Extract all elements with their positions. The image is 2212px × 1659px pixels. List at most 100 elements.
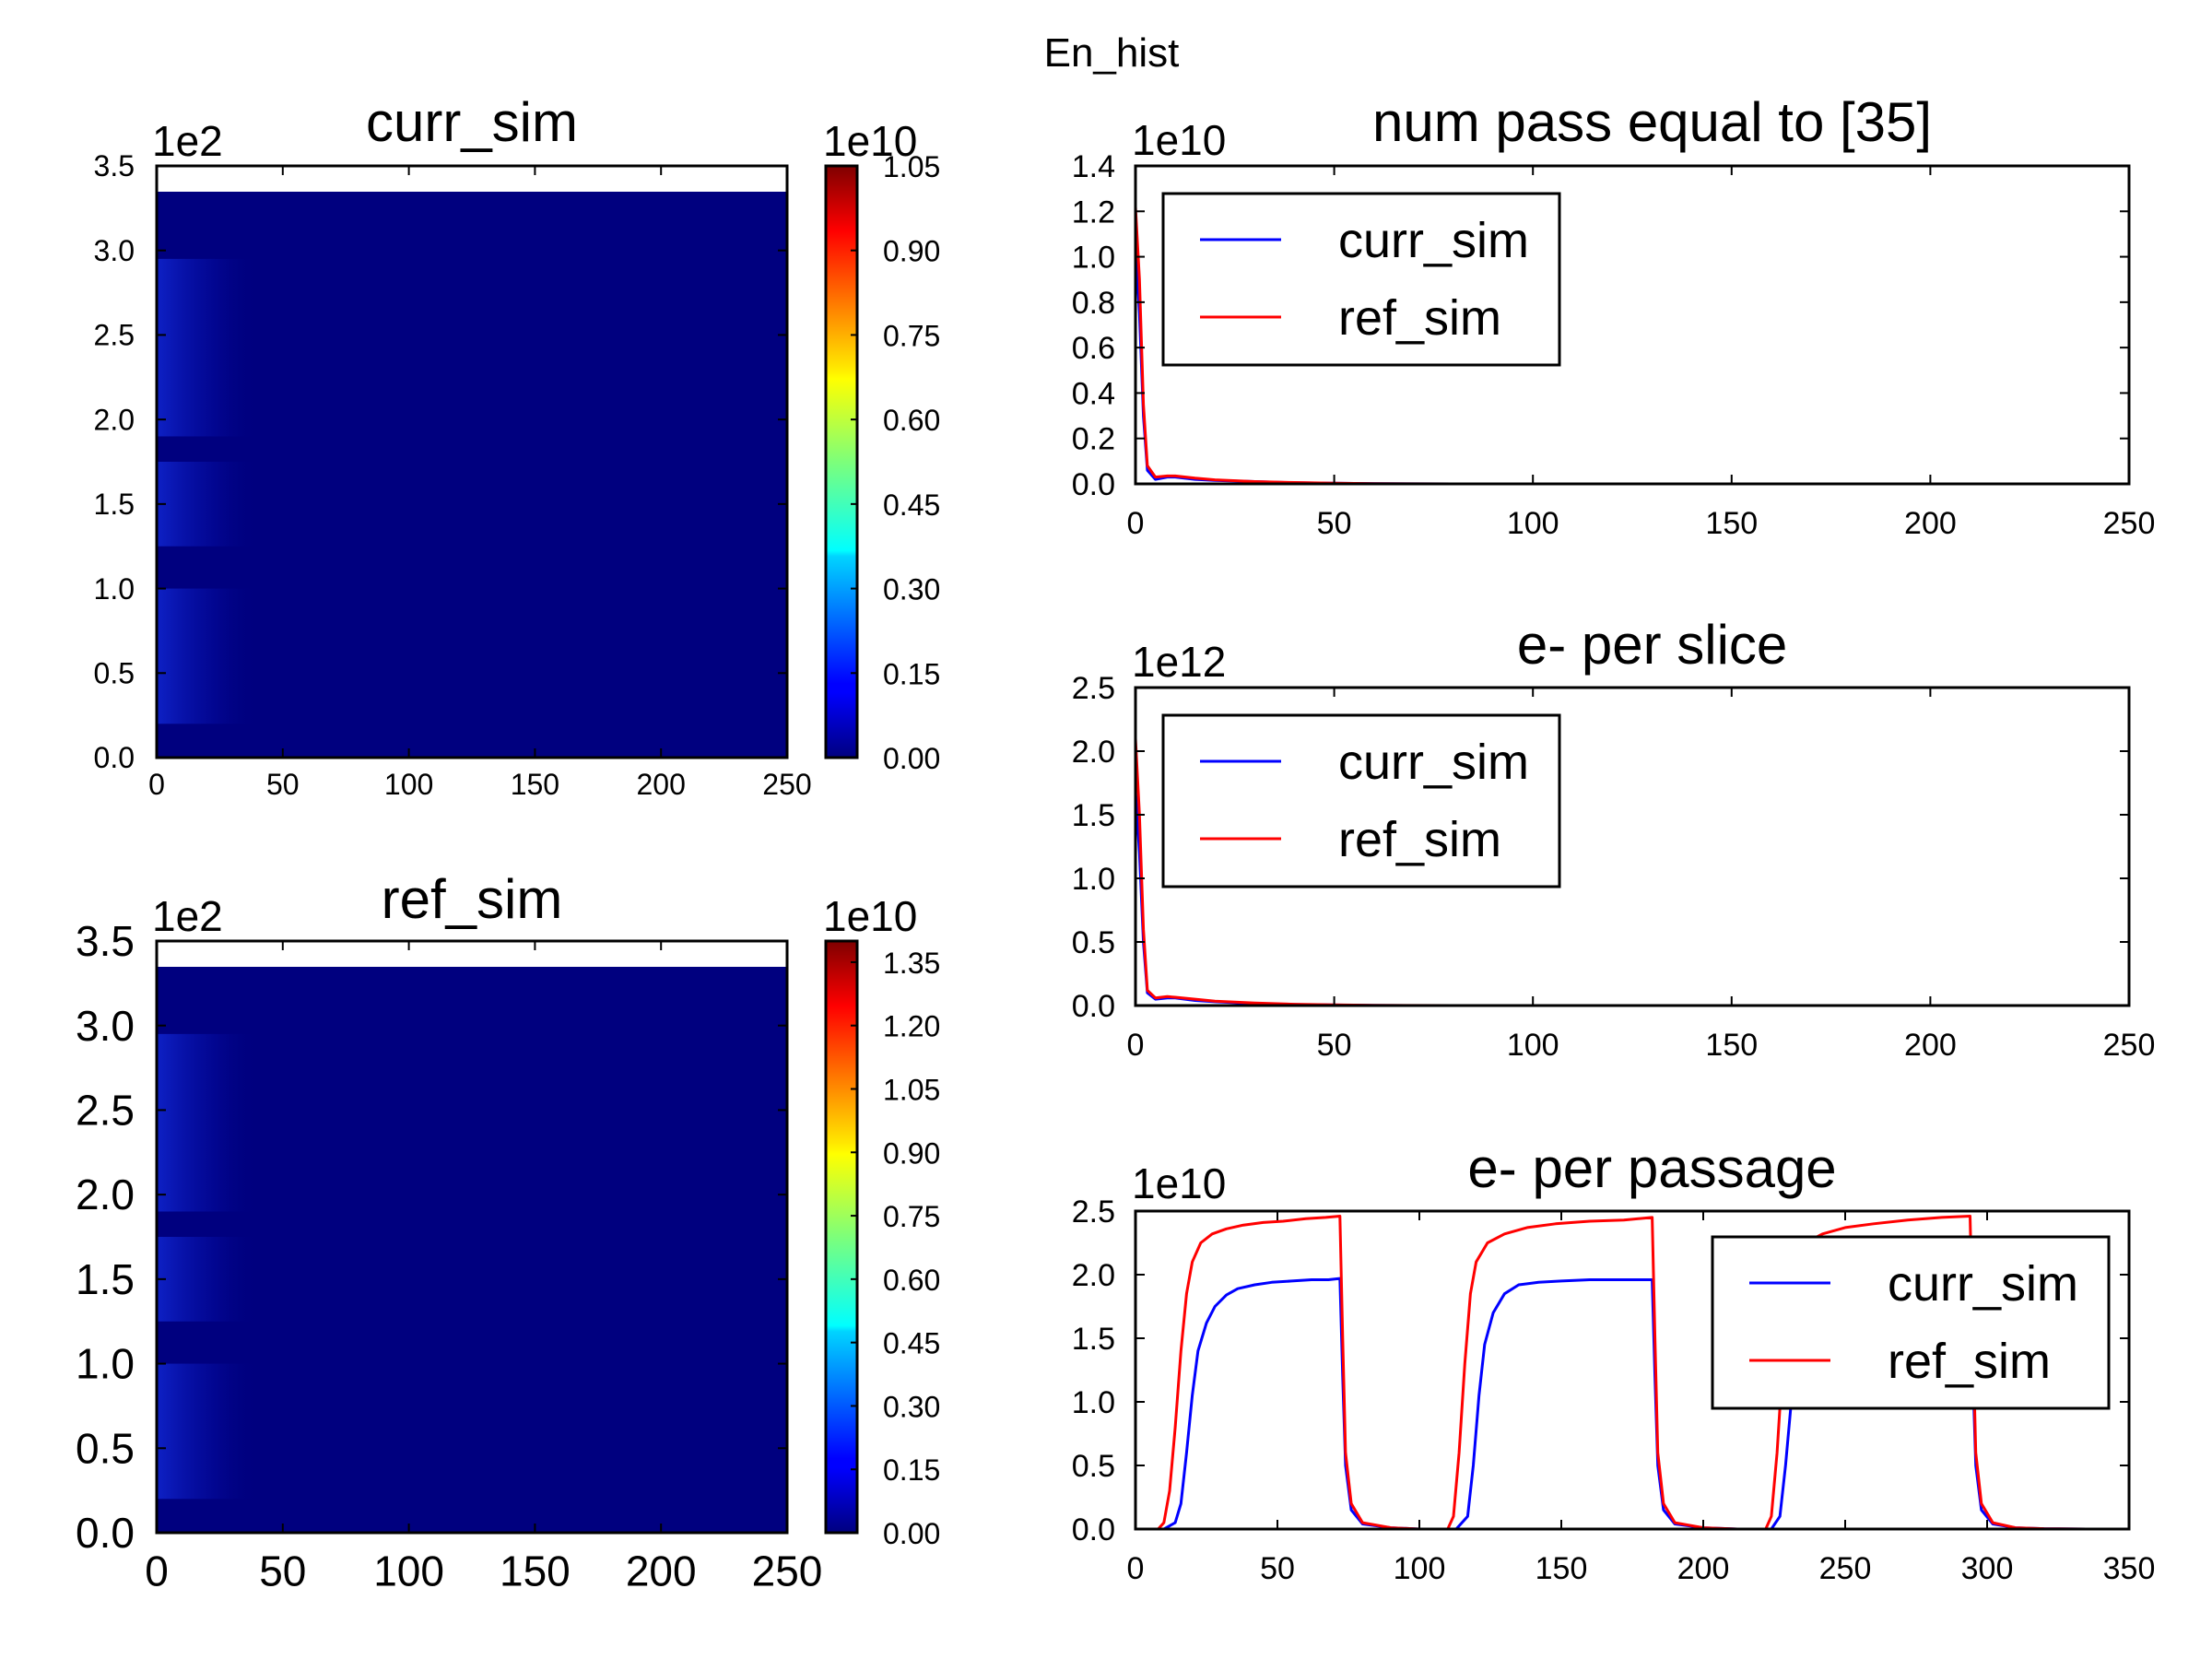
x-tick-label: 0 [1127,1551,1145,1586]
y-tick-label: 1.0 [1072,862,1115,897]
x-tick-label: 250 [752,1547,823,1595]
plot-frame [1134,686,2131,1007]
x-tick-label: 0 [148,768,165,801]
y-axis-ticks: 0.0 0.5 1.0 1.5 2.0 2.5 3.0 3.5 [76,917,787,1557]
x-tick-label: 50 [1317,1028,1352,1063]
legend: curr_sim ref_sim [1711,1235,2111,1410]
colorbar-tick-label: 0.30 [883,573,940,606]
y-tick-label: 1.0 [1072,241,1115,276]
x-tick-label: 100 [1394,1551,1446,1586]
legend: curr_sim ref_sim [1161,713,1561,888]
ref-sim-heatmap: ref_sim 1e2 0 50 100 150 200 250 0.0 0.5 1.0 1.5… [76,868,940,1595]
x-tick-label: 50 [1260,1551,1295,1586]
legend-label: ref_sim [1338,290,1501,346]
x-tick-label: 0 [1127,1028,1145,1063]
per-slice-plot: e- per slice 1e12 0 50 100 150 200 250 0.0 0.5 1.0… [1072,614,2156,1063]
colorbar-tick-label: 0.60 [883,1264,940,1297]
legend-label: ref_sim [1888,1334,2051,1389]
x-tick-label: 200 [626,1547,697,1595]
y-tick-label: 0.5 [76,1424,135,1472]
colorbar-tick-label: 0.75 [883,1200,940,1233]
y-tick-label: 3.0 [94,234,135,267]
legend-box [1711,1235,2111,1410]
y-multiplier-label: 1e10 [1132,116,1226,164]
y-tick-label: 1.0 [76,1340,135,1388]
colorbar-multiplier-label: 1e10 [823,117,917,165]
series-line-ref_sim [1135,1215,2087,1529]
colorbar-tick-label: 0.00 [883,1517,940,1550]
colorbar-multiplier-label: 1e10 [823,892,917,940]
curr-sim-heatmap: curr_sim 1e2 0 50 100 150 200 250 0.0 0.5 1.0 1.… [94,91,941,801]
colorbar-tick-label: 0.45 [883,488,940,522]
plot-frame [1134,164,2131,486]
y-tick-label: 2.5 [1072,671,1115,706]
legend-box [1161,192,1561,367]
x-tick-label: 100 [373,1547,444,1595]
x-tick-label: 300 [1961,1551,2014,1586]
heatmap-stripe [157,588,258,724]
x-tick-label: 150 [511,768,559,801]
y-multiplier-label: 1e12 [1132,638,1226,686]
y-tick-label: 1.0 [1072,1385,1115,1420]
plot-title: e- per slice [1517,614,1787,676]
y-tick-label: 2.0 [94,403,135,436]
y-tick-label: 2.0 [76,1171,135,1218]
x-tick-label: 50 [1317,506,1352,541]
colorbar-tick-label: 0.00 [883,742,940,775]
colorbar-tick-label: 0.15 [883,657,940,690]
heatmap-stripe [157,1237,258,1322]
y-tick-label: 1.0 [94,572,135,606]
y-tick-label: 0.5 [94,656,135,689]
y-axis-ticks: 0.0 0.5 1.0 1.5 2.0 2.5 3.0 3.5 [94,149,787,774]
y-tick-label: 0.0 [1072,1512,1115,1547]
heatmap-title: ref_sim [382,868,563,930]
y-tick-label: 1.5 [94,488,135,521]
y-tick-label: 3.5 [76,917,135,965]
y-multiplier-label: 1e10 [1132,1159,1226,1207]
legend: curr_sim ref_sim [1161,192,1561,367]
heatmap-title: curr_sim [366,91,578,153]
y-tick-label: 1.5 [1072,798,1115,833]
per-passage-plot: e- per passage 1e10 0 50 100 150 200 250 300 350 0… [1072,1137,2156,1586]
x-tick-label: 200 [1904,506,1957,541]
y-tick-label: 0.6 [1072,331,1115,366]
y-tick-label: 1.5 [76,1255,135,1303]
x-axis-ticks: 0 50 100 150 200 250 [148,166,812,801]
x-tick-label: 100 [384,768,433,801]
x-tick-label: 250 [1819,1551,1872,1586]
colorbar-tick-label: 1.20 [883,1010,940,1043]
y-tick-label: 3.5 [94,149,135,182]
x-tick-label: 150 [500,1547,571,1595]
y-tick-label: 0.8 [1072,286,1115,321]
x-tick-label: 250 [2103,506,2156,541]
y-tick-label: 0.0 [94,741,135,774]
y-tick-label: 0.4 [1072,376,1115,411]
y-tick-label: 0.2 [1072,422,1115,457]
colorbar-tick-label: 0.30 [883,1390,940,1423]
x-axis-ticks: 0 50 100 150 200 250 [145,941,822,1595]
y-tick-label: 1.5 [1072,1322,1115,1357]
x-tick-label: 100 [1507,1028,1559,1063]
x-tick-label: 250 [2103,1028,2156,1063]
y-tick-label: 2.0 [1072,1258,1115,1293]
y-tick-label: 0.0 [1072,467,1115,502]
y-multiplier-label: 1e2 [152,117,223,165]
y-tick-label: 3.0 [76,1002,135,1050]
colorbar-tick-label: 0.45 [883,1327,940,1360]
y-tick-label: 2.5 [94,319,135,352]
colorbar-ticks: 0.00 0.15 0.30 0.45 0.60 0.75 0.90 1.05 [851,150,940,775]
x-tick-label: 50 [259,1547,306,1595]
colorbar [824,939,859,1535]
legend-box [1161,713,1561,888]
colorbar-tick-label: 1.05 [883,150,940,183]
x-tick-label: 200 [1677,1551,1730,1586]
y-tick-label: 2.0 [1072,735,1115,770]
y-tick-label: 2.5 [76,1087,135,1135]
y-tick-label: 0.0 [1072,989,1115,1024]
x-tick-label: 100 [1507,506,1559,541]
x-tick-label: 0 [1127,506,1145,541]
heatmap-stripes [157,258,258,724]
colorbar-tick-label: 0.75 [883,319,940,352]
x-tick-label: 0 [145,1547,169,1595]
